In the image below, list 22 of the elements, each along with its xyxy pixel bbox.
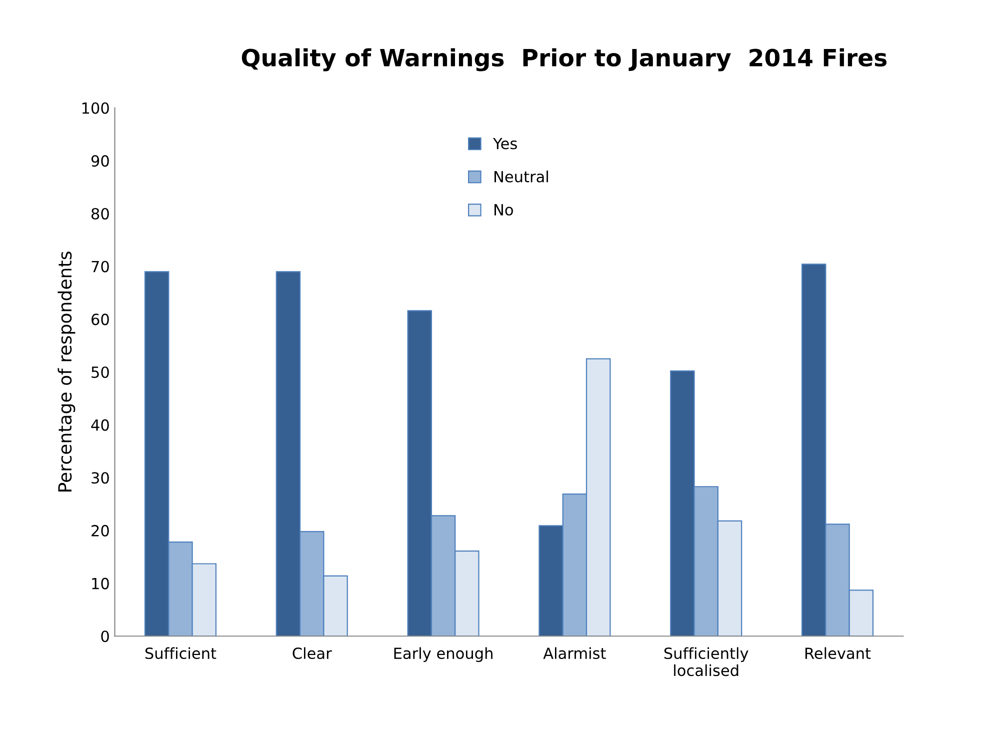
x-tick-label: Sufficient	[145, 647, 216, 660]
y-tick-label: 20	[92, 524, 109, 536]
x-tick-label: Relevant	[805, 647, 871, 660]
y-tick-label: 80	[92, 208, 109, 220]
y-axis-title: Percentage of respondents	[58, 252, 76, 492]
x-tick-label: Sufficiently localised	[664, 647, 748, 676]
legend-label: No	[494, 204, 513, 216]
y-tick-label: 60	[92, 314, 109, 326]
x-tick-label: Early enough	[394, 647, 492, 662]
y-tick-label: 0	[101, 630, 109, 642]
y-tick-label: 10	[92, 578, 109, 590]
y-tick-label: 100	[82, 102, 109, 114]
y-tick-label: 90	[91, 155, 109, 167]
x-tick-label: Clear	[292, 647, 332, 660]
x-tick-label: Alarmist	[543, 647, 606, 660]
y-tick-label: 70	[92, 260, 109, 272]
chart-title: Quality of Warnings Prior to January 2014 Fires	[242, 48, 887, 72]
legend-label: Yes	[492, 138, 517, 150]
y-tick-label: 50	[92, 366, 109, 378]
legend-label: Neutral	[494, 170, 548, 182]
y-tick-label: 40	[91, 419, 109, 431]
y-tick-label: 30	[92, 472, 109, 484]
